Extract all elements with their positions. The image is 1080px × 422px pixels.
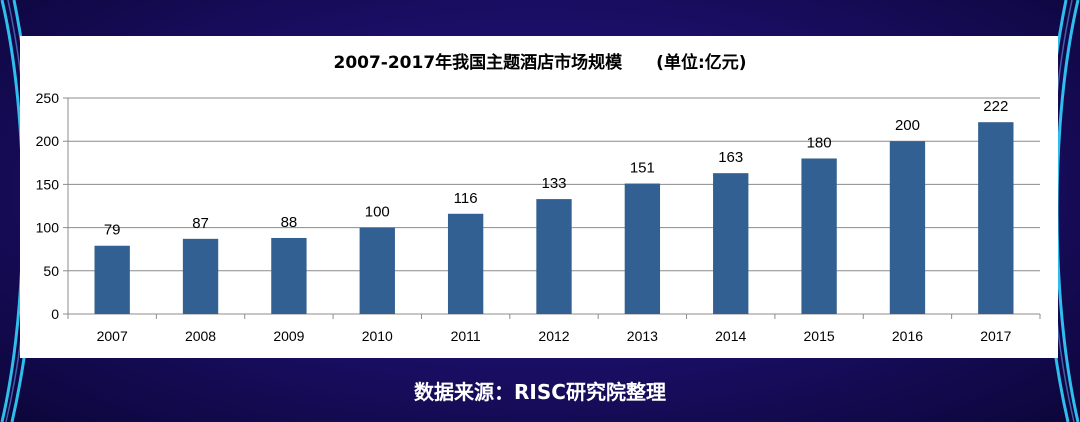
bars (94, 122, 1014, 314)
y-tick-label: 100 (36, 220, 60, 236)
data-label: 88 (281, 214, 298, 231)
bar (536, 199, 572, 314)
bar-chart: 2007-2017年我国主题酒店市场规模 (单位:亿元) 0 50 100 150 20… (36, 52, 1041, 344)
data-labels: 79 87 88 100 116 133 151 163 180 200 222 (104, 98, 1008, 239)
bar (359, 227, 395, 314)
y-tick-label: 0 (51, 306, 59, 322)
data-label: 163 (718, 149, 743, 166)
x-tick-label: 2007 (97, 328, 128, 344)
y-tick-label: 250 (36, 90, 60, 106)
x-tick-label: 2013 (627, 328, 658, 344)
x-tick-label: 2008 (185, 328, 216, 344)
bar (624, 183, 661, 314)
bar (801, 158, 837, 314)
y-tick-label: 150 (36, 176, 60, 192)
chart-title: 2007-2017年我国主题酒店市场规模 (单位:亿元) (333, 52, 746, 73)
data-label: 222 (983, 98, 1008, 115)
chart-panel: 2007-2017年我国主题酒店市场规模 (单位:亿元) 0 50 100 150 20… (20, 36, 1058, 358)
data-label: 116 (454, 190, 478, 207)
bar (447, 213, 484, 314)
y-tick-label: 50 (43, 263, 59, 279)
x-tick-label: 2016 (892, 328, 923, 344)
source-note: 数据来源：RISC研究院整理 (414, 380, 666, 404)
x-tick-label: 2012 (538, 328, 569, 344)
data-label: 87 (192, 215, 209, 232)
x-tick-label: 2017 (980, 328, 1011, 344)
data-label: 79 (104, 222, 121, 239)
data-label: 180 (807, 134, 832, 151)
x-tick-label: 2014 (715, 328, 746, 344)
data-label: 200 (895, 117, 920, 134)
bar (182, 238, 219, 314)
data-label: 100 (365, 204, 390, 221)
data-label: 133 (541, 175, 566, 192)
bar (271, 237, 307, 314)
x-tick-label: 2009 (273, 328, 304, 344)
bar (978, 122, 1014, 314)
bar (94, 245, 130, 314)
axes: 0 50 100 150 200 250 2007 2008 2009 2010 2011 2012 2… (36, 90, 1041, 344)
bar (713, 173, 749, 314)
x-tick-label: 2010 (362, 328, 393, 344)
y-tick-label: 200 (36, 133, 60, 149)
bar (889, 141, 926, 314)
x-tick-label: 2015 (804, 328, 835, 344)
data-label: 151 (630, 160, 655, 177)
x-tick-label: 2011 (451, 328, 481, 344)
